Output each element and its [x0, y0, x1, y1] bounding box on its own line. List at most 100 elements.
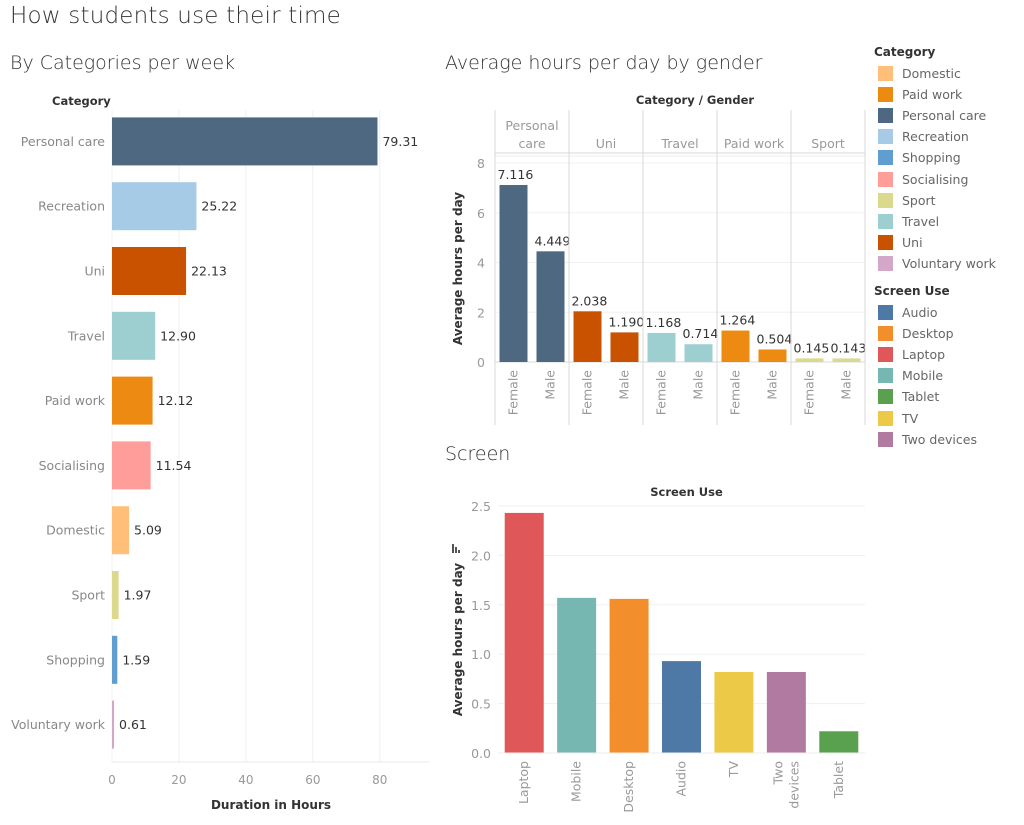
screen-use-legend-item[interactable]: Desktop [874, 323, 1024, 344]
bar-paid-work [112, 376, 153, 425]
bar-tablet [819, 731, 859, 753]
bar-two-devices [766, 671, 806, 753]
bar-paid-work-female [721, 330, 750, 362]
legend-label: Recreation [902, 129, 969, 145]
legend-label: Uni [902, 234, 923, 250]
gender-label: Male [765, 370, 780, 400]
category-legend-item[interactable]: Uni [874, 232, 1024, 253]
category-label: Tablet [831, 761, 846, 799]
category-legend-item[interactable]: Personal care [874, 105, 1024, 126]
value-label: 0.61 [119, 717, 147, 732]
bar-personal-care-female [499, 184, 528, 362]
gender-label: Male [691, 370, 706, 400]
value-label: 5.09 [134, 523, 162, 538]
category-label: Laptop [516, 761, 531, 804]
category-label: Uni [84, 264, 105, 279]
screen-use-legend-item[interactable]: Tablet [874, 386, 1024, 407]
category-label: Desktop [621, 761, 636, 813]
value-label: 0.143 [831, 340, 867, 355]
category-label: TV [726, 761, 741, 779]
y-tick-label: 2 [477, 305, 485, 320]
legend-swatch [878, 305, 893, 321]
screen-use-legend-item[interactable]: Two devices [874, 429, 1024, 450]
bar-sport [112, 571, 119, 619]
legend-label: Audio [902, 305, 938, 321]
dashboard-title: How students use their time [10, 3, 341, 29]
bar-paid-work-male [758, 349, 787, 362]
screen-use-legend-item[interactable]: Audio [874, 302, 1024, 323]
x-axis-title: Duration in Hours [211, 798, 331, 812]
gender-chart-header: Category / Gender [636, 93, 754, 107]
x-tick-label: 0 [108, 773, 116, 787]
screen-use-legend-item[interactable]: TV [874, 407, 1024, 428]
bar-travel-male [684, 344, 713, 362]
category-axis-header: Category [52, 94, 111, 108]
category-legend-item[interactable]: Domestic [874, 63, 1024, 84]
bar-uni [112, 247, 187, 295]
legend-label: Travel [902, 213, 940, 229]
category-legend-item[interactable]: Paid work [874, 84, 1024, 105]
legend-swatch [878, 326, 893, 342]
category-legend-item[interactable]: Socialising [874, 168, 1024, 189]
legend-swatch [878, 87, 893, 103]
legend-label: Sport [902, 192, 936, 208]
value-label: 0.714 [683, 326, 719, 341]
y-tick-label: 8 [477, 156, 485, 171]
legend-swatch [878, 368, 893, 384]
bar-travel [112, 311, 156, 360]
category-legend-item[interactable]: Voluntary work [874, 253, 1024, 274]
value-label: 2.038 [572, 293, 608, 308]
y-tick-label: 0.5 [471, 697, 491, 712]
gender-chart-title: Average hours per day by gender [445, 52, 763, 74]
legend-label: Socialising [902, 171, 969, 187]
value-label: 12.90 [160, 328, 196, 343]
value-label: 0.145 [794, 340, 830, 355]
legend-label: Personal care [902, 108, 987, 124]
legend-swatch [878, 347, 893, 363]
y-tick-label: 2.5 [471, 499, 491, 514]
legend-swatch [878, 171, 893, 187]
bar-tv [714, 671, 754, 753]
screen-use-legend-item[interactable]: Laptop [874, 344, 1024, 365]
legend-swatch [878, 150, 893, 166]
x-tick-label: 20 [171, 773, 186, 787]
bar-voluntary-work [112, 700, 115, 749]
legend-label: Tablet [902, 389, 940, 405]
legend-label: Paid work [902, 87, 963, 103]
category-legend-title: Category [874, 45, 936, 59]
category-legend-item[interactable]: Travel [874, 211, 1024, 232]
gender-label: Female [802, 370, 817, 416]
y-tick-label: 1.0 [471, 647, 491, 662]
y-axis-title: Average hours per day [451, 563, 465, 716]
gender-label: Male [839, 370, 854, 400]
category-label: Paid work [45, 393, 106, 408]
value-label: 1.168 [646, 315, 682, 330]
legend-swatch [878, 410, 893, 426]
category-label: Two [770, 761, 785, 785]
screen-bar-chart: Screen Use 0.0 0.5 1.0 1.5 2.0 2.5 Average hour… [451, 485, 865, 813]
screen-use-legend: Screen Use Audio Desktop Laptop Mobile Table… [874, 284, 1024, 450]
bar-recreation [112, 182, 197, 231]
gender-label: Male [617, 370, 632, 400]
legend-label: Shopping [902, 150, 961, 166]
sort-descending-icon[interactable] [452, 544, 460, 553]
x-tick-label: 80 [372, 773, 387, 787]
screen-use-legend-title: Screen Use [874, 284, 950, 298]
category-legend-item[interactable]: Shopping [874, 147, 1024, 168]
bar-laptop [504, 512, 544, 753]
gender-label: Female [506, 370, 521, 416]
group-header-label: Sport [811, 136, 845, 151]
value-label: 79.31 [382, 134, 418, 149]
category-label: Mobile [569, 761, 584, 802]
category-label: Socialising [39, 458, 105, 473]
legend-swatch [878, 431, 893, 447]
legend-label: Voluntary work [902, 255, 996, 271]
bar-personal-care-male [536, 251, 565, 362]
categories-chart-title: By Categories per week [10, 52, 236, 74]
bar-audio [662, 661, 701, 753]
value-label: 7.116 [498, 167, 534, 182]
gender-label: Female [728, 370, 743, 416]
screen-use-legend-item[interactable]: Mobile [874, 365, 1024, 386]
category-legend-item[interactable]: Sport [874, 190, 1024, 211]
category-legend-item[interactable]: Recreation [874, 126, 1024, 147]
